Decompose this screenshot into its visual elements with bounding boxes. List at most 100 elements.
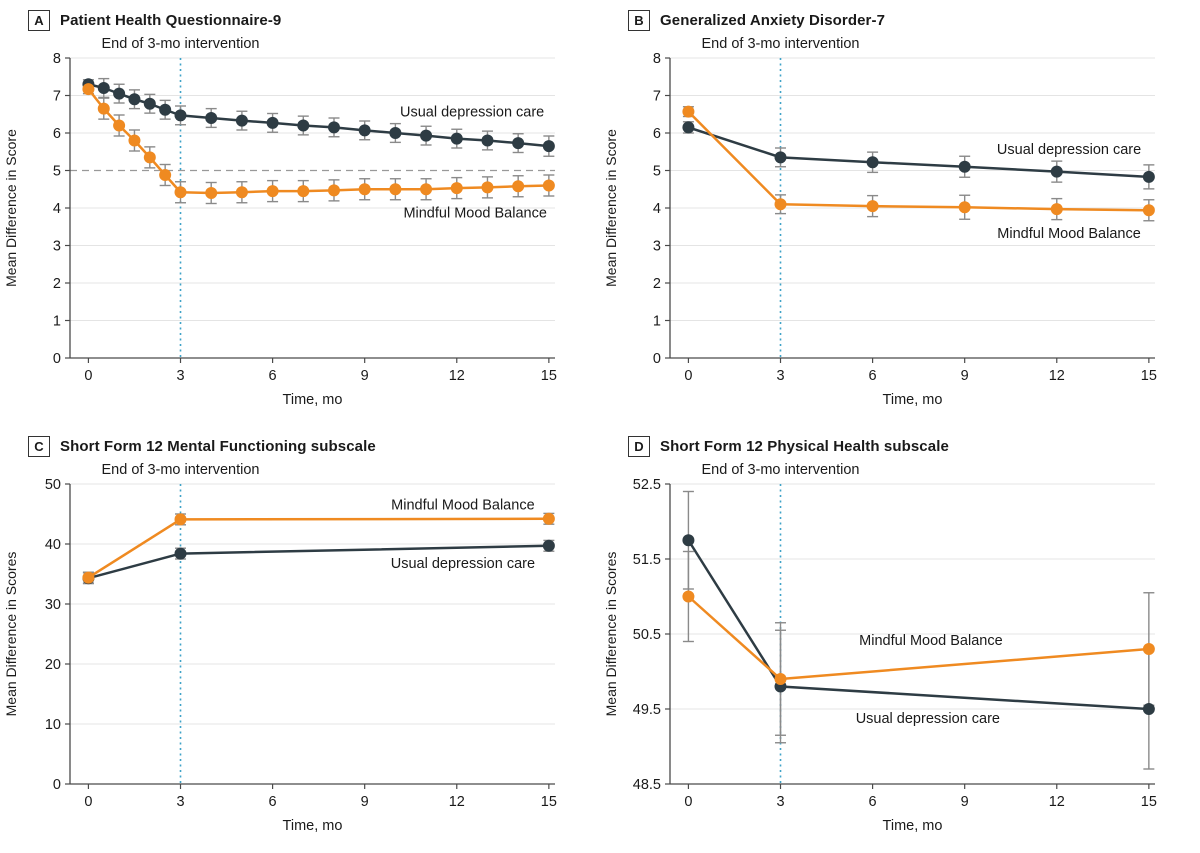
- data-point: [450, 132, 463, 145]
- data-point: [143, 151, 156, 164]
- y-tick-label: 7: [653, 89, 661, 105]
- y-tick-label: 4: [653, 201, 661, 217]
- x-tick-label: 15: [1141, 794, 1157, 810]
- chart-svg: 0 10 20 30 40 50 0 3 6 9 12 15 Mean Difference in Sc…: [3, 462, 557, 834]
- panel-b-header: B Generalized Anxiety Disorder-7: [628, 10, 885, 31]
- series-line: [687, 110, 1149, 212]
- series-line: [688, 126, 1149, 179]
- data-point: [97, 82, 110, 94]
- intervention-annotation: End of 3-mo intervention: [702, 462, 860, 478]
- data-point: [420, 129, 433, 142]
- y-tick-label: 2: [53, 276, 61, 292]
- y-tick-label: 1: [653, 314, 661, 330]
- data-point: [174, 109, 187, 122]
- x-tick-label: 9: [961, 794, 969, 810]
- data-point: [542, 140, 555, 153]
- x-tick-label: 3: [776, 794, 784, 810]
- data-point: [1142, 170, 1155, 183]
- intervention-annotation: End of 3-mo intervention: [102, 462, 260, 478]
- y-tick-label: 3: [53, 239, 61, 255]
- x-tick-label: 15: [541, 368, 557, 384]
- data-point: [774, 198, 787, 211]
- y-tick-label: 3: [653, 239, 661, 255]
- y-tick-label: 5: [653, 164, 661, 180]
- x-tick-label: 12: [1049, 368, 1065, 384]
- panel-a-header: A Patient Health Questionnaire-9: [28, 10, 281, 31]
- data-point: [174, 513, 187, 526]
- data-point: [682, 105, 695, 118]
- series-label: Mindful Mood Balance: [403, 206, 546, 222]
- panel-d-chart: 48.5 49.5 50.5 51.5 52.5 0 3 6 9 12 15 Mean Differe…: [600, 426, 1200, 853]
- y-tick-label: 50.5: [633, 627, 661, 643]
- panel-b-label-box: B: [628, 10, 650, 31]
- panel-d-label-box: D: [628, 436, 650, 457]
- x-axis-title: Time, mo: [283, 392, 343, 408]
- y-axis-title: Mean Difference in Scores: [603, 552, 619, 717]
- x-tick-label: 9: [361, 368, 369, 384]
- data-point: [113, 119, 126, 132]
- data-point: [512, 137, 525, 150]
- x-tick-label: 3: [776, 368, 784, 384]
- y-tick-label: 30: [45, 597, 61, 613]
- x-axis-title: Time, mo: [883, 818, 943, 834]
- x-tick-label: 12: [449, 794, 465, 810]
- x-tick-label: 12: [449, 368, 465, 384]
- panel-a-chart: 0 1 2 3 4 5 6 7 8 0 3 6 9 12 15 Mean Difference in Scor…: [0, 0, 600, 426]
- x-tick-label: 3: [176, 794, 184, 810]
- series-label: Usual depression care: [391, 556, 535, 572]
- data-point: [235, 114, 248, 127]
- y-tick-label: 50: [45, 477, 61, 493]
- x-tick-label: 6: [869, 368, 877, 384]
- y-tick-label: 2: [653, 276, 661, 292]
- y-tick-label: 48.5: [633, 777, 661, 793]
- data-point: [866, 156, 879, 169]
- data-point: [159, 169, 172, 181]
- data-point: [235, 186, 248, 199]
- series-label: Mindful Mood Balance: [391, 497, 534, 513]
- data-point: [113, 87, 126, 100]
- data-point: [389, 127, 402, 139]
- panel-c-title: Short Form 12 Mental Functioning subscal…: [60, 438, 376, 455]
- data-point: [774, 673, 787, 685]
- data-point: [774, 151, 787, 164]
- x-tick-label: 0: [684, 794, 692, 810]
- y-tick-label: 0: [53, 777, 61, 793]
- data-point: [266, 116, 279, 129]
- y-tick-label: 0: [53, 351, 61, 367]
- data-point: [389, 183, 402, 196]
- data-point: [143, 97, 156, 110]
- data-point: [297, 185, 310, 198]
- data-point: [420, 183, 433, 196]
- x-tick-label: 12: [1049, 794, 1065, 810]
- y-tick-label: 49.5: [633, 702, 661, 718]
- data-point: [205, 112, 218, 124]
- x-tick-label: 15: [1141, 368, 1157, 384]
- y-tick-label: 8: [653, 51, 661, 67]
- x-tick-label: 6: [269, 794, 277, 810]
- x-tick-label: 3: [176, 368, 184, 384]
- y-tick-label: 8: [53, 51, 61, 67]
- y-tick-label: 5: [53, 164, 61, 180]
- y-tick-label: 52.5: [633, 477, 661, 493]
- data-point: [266, 185, 279, 198]
- y-tick-label: 0: [653, 351, 661, 367]
- data-point: [1050, 203, 1063, 216]
- panel-d-header: D Short Form 12 Physical Health subscale: [628, 436, 949, 457]
- x-tick-label: 6: [869, 794, 877, 810]
- data-point: [542, 512, 555, 525]
- panel-a-label-box: A: [28, 10, 50, 31]
- y-tick-label: 7: [53, 89, 61, 105]
- panel-c-chart: 0 10 20 30 40 50 0 3 6 9 12 15 Mean Difference in Sc…: [0, 426, 600, 853]
- data-point: [174, 547, 187, 560]
- y-tick-label: 20: [45, 657, 61, 673]
- series-line: [687, 539, 1149, 711]
- data-point: [82, 571, 95, 584]
- series-label: Mindful Mood Balance: [997, 226, 1140, 242]
- data-point: [174, 186, 187, 199]
- panel-c-label-box: C: [28, 436, 50, 457]
- panel-c: C Short Form 12 Mental Functioning subsc…: [0, 426, 600, 853]
- x-tick-label: 0: [684, 368, 692, 384]
